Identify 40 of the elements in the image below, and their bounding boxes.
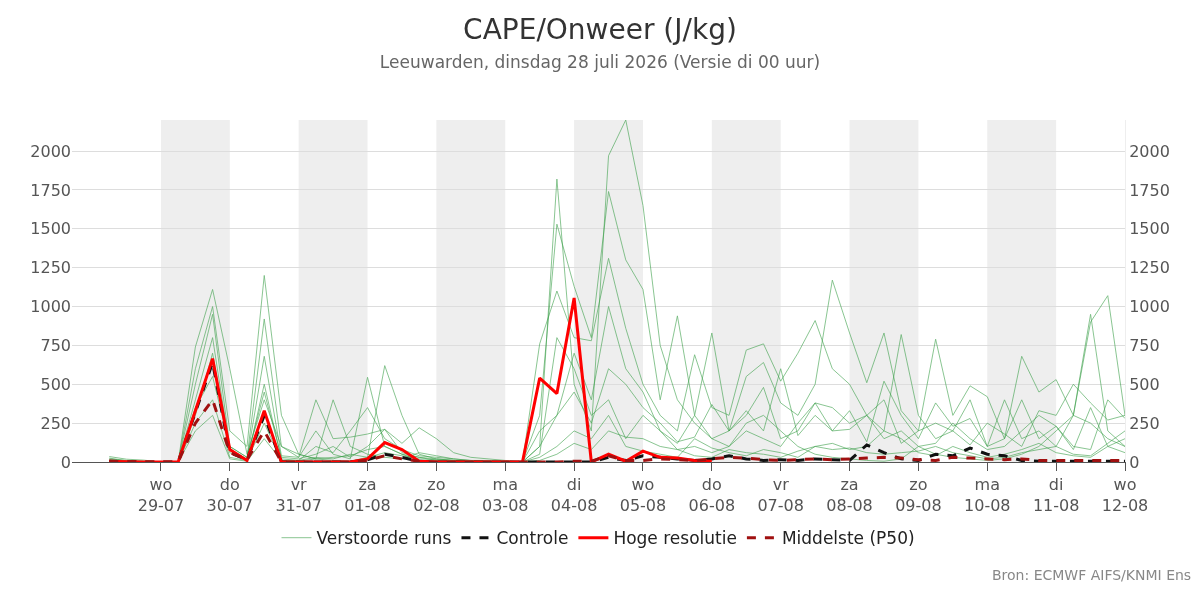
x-tick-label: wo 12-08 [1101,475,1149,515]
x-tick-label: di 11-08 [1032,475,1080,515]
y2-tick-label: 1250 [1129,258,1170,278]
y-tick-label: 2000 [30,141,71,161]
x-tick-label: zo 02-08 [413,475,460,515]
y2-tick-label: 750 [1129,336,1160,356]
y-tick-label: 1250 [30,258,71,278]
x-tick-label: zo 09-08 [895,475,942,515]
y2-tick-label: 250 [1129,413,1160,433]
x-tick-label: di 04-08 [550,475,598,515]
y2-tick-label: 1750 [1129,180,1170,200]
y2-tick-label: 1500 [1129,219,1170,239]
y-tick-label: 750 [40,336,71,356]
y2-tick-label: 0 [1129,452,1140,472]
x-tick-label: ma 03-08 [482,475,529,515]
y-tick-label: 250 [40,413,71,433]
chart-title: CAPE/Onweer (J/kg) [463,13,737,46]
y2-tick-label: 1000 [1129,297,1170,317]
legend-label: Middelste (P50) [781,528,915,549]
text: Bron: ECMWF AIFS/KNMI Ens [992,567,1192,583]
x-tick-label: do 06-08 [688,475,736,515]
legend-label: Verstoorde runs [316,528,452,549]
x-tick-label: za 08-08 [826,475,873,515]
y-tick-label: 500 [40,374,71,394]
y-tick-label: 1000 [30,297,71,317]
x-tick-label: do 30-07 [206,475,254,515]
x-tick-label: vr 07-08 [757,475,804,515]
x-tick-label: wo 29-07 [137,475,185,515]
x-tick-label: vr 31-07 [275,475,322,515]
x-tick-label: za 01-08 [344,475,391,515]
y-tick-label: 0 [60,452,71,472]
y-tick-label: 1500 [30,219,71,239]
x-tick-label: wo 05-08 [619,475,667,515]
y2-tick-label: 2000 [1129,141,1170,161]
x-tick-label: ma 10-08 [964,475,1011,515]
legend-label: Controle [496,528,569,549]
y2-tick-label: 500 [1129,374,1160,394]
y-tick-label: 1750 [30,180,71,200]
chart-subtitle: Leeuwarden, dinsdag 28 juli 2026 (Versie di 00 uur) [379,51,821,72]
legend-label: Hoge resolutie [613,528,737,549]
